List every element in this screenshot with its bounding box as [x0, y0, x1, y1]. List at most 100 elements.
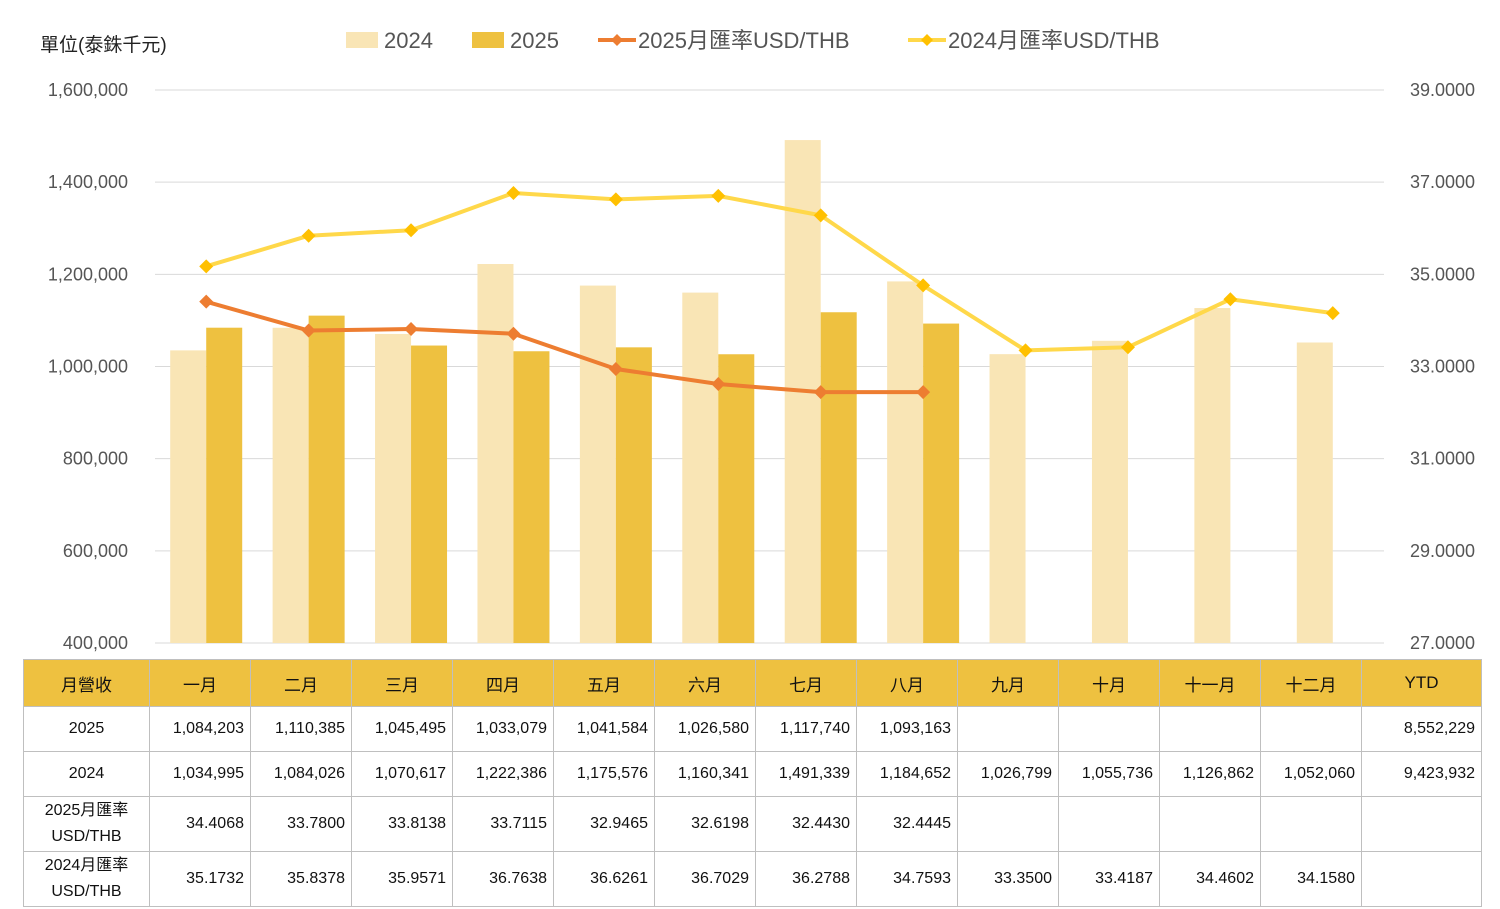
table-cell: 36.7638 [452, 851, 554, 907]
left-tick-label: 400,000 [63, 633, 128, 653]
left-tick-label: 1,400,000 [48, 172, 128, 192]
marker-2025月匯率USD/THB [813, 385, 828, 400]
marker-2024月匯率USD/THB [506, 186, 521, 201]
unit-label: 單位(泰銖千元) [40, 35, 167, 56]
bar-2024 [375, 333, 412, 643]
table-row-label: 2025 [23, 706, 150, 752]
legend-label: 2024 [384, 28, 433, 53]
table-cell: 35.8378 [250, 851, 352, 907]
table-cell: 33.7800 [250, 796, 352, 852]
table-cell: 36.7029 [654, 851, 756, 907]
right-tick-label: 39.0000 [1410, 80, 1475, 100]
table-cell: 1,041,584 [553, 706, 655, 752]
table-header-cell: YTD [1361, 659, 1482, 707]
bar-2024 [887, 281, 924, 643]
table-cell [1260, 796, 1362, 852]
table-cell: 1,070,617 [351, 751, 453, 797]
marker-2024月匯率USD/THB [1120, 340, 1135, 355]
table-header-cell: 七月 [755, 659, 857, 707]
table-cell: 32.6198 [654, 796, 756, 852]
table-cell [1159, 796, 1261, 852]
marker-2025月匯率USD/THB [404, 321, 419, 336]
left-tick-label: 800,000 [63, 449, 128, 469]
right-tick-label: 35.0000 [1410, 264, 1475, 284]
table-header-cell: 一月 [149, 659, 251, 707]
marker-2025月匯率USD/THB [301, 323, 316, 338]
table-cell: 33.4187 [1058, 851, 1160, 907]
row-label-line: 2024月匯率 [44, 857, 129, 874]
marker-2025月匯率USD/THB [711, 377, 726, 392]
bar-2025 [411, 345, 448, 643]
row-label-line: USD/THB [51, 883, 122, 900]
marker-2024月匯率USD/THB [608, 192, 623, 207]
marker-2024月匯率USD/THB [199, 259, 214, 274]
table-cell [1058, 706, 1160, 752]
table-header-cell: 月營收 [23, 659, 150, 707]
table-cell: 34.4068 [149, 796, 251, 852]
table-row: 2025 1,084,203 1,110,385 1,045,495 1,033,079… [23, 706, 1482, 752]
table-cell: 1,110,385 [250, 706, 352, 752]
legend-label: 2025 [510, 28, 559, 53]
table-cell: 35.1732 [149, 851, 251, 907]
table-cell: 1,175,576 [553, 751, 655, 797]
marker-2024月匯率USD/THB [301, 228, 316, 243]
line-2025月匯率USD/THB [205, 299, 924, 395]
table-cell: 32.4445 [856, 796, 958, 852]
bar-2025 [615, 347, 652, 643]
bar-2025 [820, 312, 857, 643]
table-cell: 1,117,740 [755, 706, 857, 752]
bar-2024 [1296, 342, 1333, 643]
left-tick-label: 600,000 [63, 541, 128, 561]
right-tick-label: 29.0000 [1410, 541, 1475, 561]
bar-2024 [477, 264, 514, 643]
combo-chart: 400,000 600,000 800,000 1,000,000 1,200,000 1… [48, 28, 1475, 653]
left-tick-label: 1,200,000 [48, 264, 128, 284]
right-tick-label: 37.0000 [1410, 172, 1475, 192]
table-row: 2025月匯率 USD/THB 34.4068 33.7800 33.8138 33.71… [23, 796, 1482, 852]
table-row: 2024 1,034,995 1,084,026 1,070,617 1,222,386… [23, 751, 1482, 797]
table-cell: 33.7115 [452, 796, 554, 852]
right-tick-label: 33.0000 [1410, 357, 1475, 377]
table-cell: 1,034,995 [149, 751, 251, 797]
table-cell: 1,184,652 [856, 751, 958, 797]
bar-2025 [308, 315, 345, 643]
bar-2025 [923, 323, 960, 643]
marker-2024月匯率USD/THB [916, 278, 931, 293]
table-header-row: 月營收 一月 二月 三月 四月 五月 六月 七月 八月 九月 十月 十一月 十二月 YTD [23, 659, 1482, 707]
revenue-table: 月營收 一月 二月 三月 四月 五月 六月 七月 八月 九月 十月 十一月 十二月 YTD 2025 1,08… [23, 659, 1482, 907]
table-cell: 1,126,862 [1159, 751, 1261, 797]
table-cell: 1,093,163 [856, 706, 958, 752]
table-cell [1159, 706, 1261, 752]
table-cell: 1,045,495 [351, 706, 453, 752]
table-cell: 34.1580 [1260, 851, 1362, 907]
left-tick-label: 1,000,000 [48, 357, 128, 377]
table-cell: 33.8138 [351, 796, 453, 852]
row-label-line: 2025月匯率 [44, 802, 129, 819]
table-cell: 1,222,386 [452, 751, 554, 797]
table-cell: 1,052,060 [1260, 751, 1362, 797]
bar-2024 [1091, 340, 1128, 643]
marker-2024月匯率USD/THB [711, 188, 726, 203]
row-label-line: USD/THB [51, 828, 122, 845]
left-tick-label: 1,600,000 [48, 80, 128, 100]
table-row-label: 2025月匯率 USD/THB [23, 796, 150, 852]
table-cell: 35.9571 [351, 851, 453, 907]
table-cell: 1,033,079 [452, 706, 554, 752]
bar-2024 [989, 354, 1026, 643]
legend-swatch [472, 32, 504, 48]
legend-label: 2025月匯率USD/THB [638, 28, 850, 53]
table-cell: 34.7593 [856, 851, 958, 907]
table-cell [1361, 796, 1482, 852]
table-header-cell: 十月 [1058, 659, 1160, 707]
legend-label: 2024月匯率USD/THB [948, 28, 1160, 53]
table-header-cell: 五月 [553, 659, 655, 707]
table-cell: 36.2788 [755, 851, 857, 907]
bar-2024 [682, 292, 719, 643]
table-cell: 8,552,229 [1361, 706, 1482, 752]
table-cell [1260, 706, 1362, 752]
table-header-cell: 九月 [957, 659, 1059, 707]
table-header-cell: 六月 [654, 659, 756, 707]
table-cell [1361, 851, 1482, 907]
legend-swatch [346, 32, 378, 48]
table-cell: 1,084,026 [250, 751, 352, 797]
